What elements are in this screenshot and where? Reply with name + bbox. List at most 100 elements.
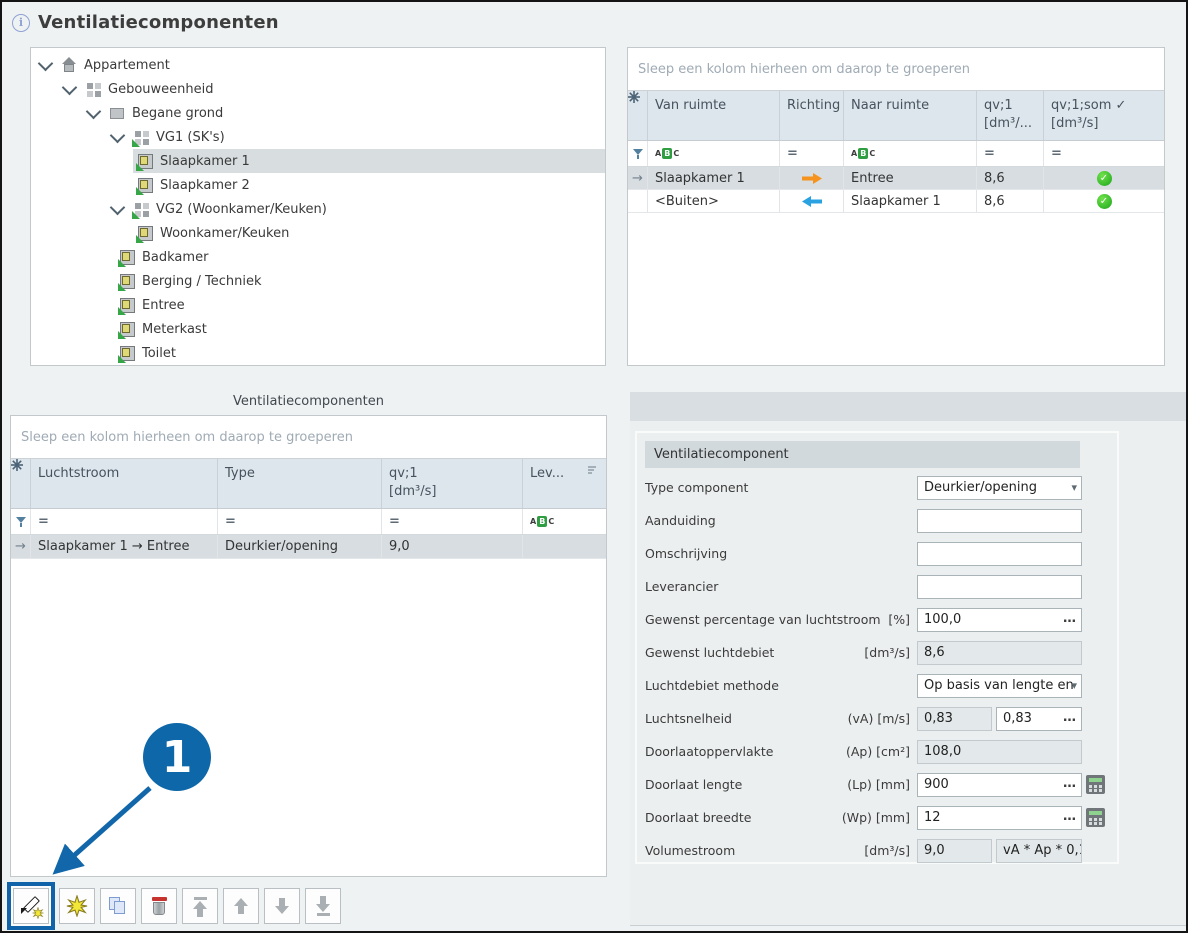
cell-leverancier <box>523 535 606 558</box>
room-icon <box>136 177 154 195</box>
tree-item-appartement[interactable]: Appartement <box>31 53 605 77</box>
copy-button[interactable] <box>100 888 136 924</box>
tree-item-slaapkamer-1[interactable]: Slaapkamer 1 <box>31 149 605 173</box>
column-header-richting[interactable]: Richting <box>780 91 844 140</box>
field-luchtdebiet-methode: Luchtdebiet methode Op basis van lengte … <box>645 672 1109 699</box>
cell-naar-ruimte: Slaapkamer 1 <box>844 190 977 212</box>
tree-item-vg2[interactable]: VG2 (Woonkamer/Keuken) <box>31 197 605 221</box>
doorlaat-breedte-input[interactable]: 12 … <box>917 805 1082 830</box>
chevron-down-icon[interactable] <box>85 103 102 119</box>
arrow-up-bar-icon <box>193 896 207 917</box>
tree-item-meterkast[interactable]: Meterkast <box>31 317 605 341</box>
chevron-down-icon: ▾ <box>1071 678 1077 692</box>
tree-item-vg1[interactable]: VG1 (SK's) <box>31 125 605 149</box>
volumestroom-value: 9,0 <box>917 838 992 863</box>
aanduiding-input[interactable] <box>917 508 1082 533</box>
room-icon <box>118 321 136 339</box>
luchtsnelheid-input[interactable]: 0,83 … <box>996 706 1082 731</box>
field-aanduiding: Aanduiding <box>645 507 1109 534</box>
ellipsis-button[interactable]: … <box>1063 610 1077 626</box>
tree-item-slaapkamer-2[interactable]: Slaapkamer 2 <box>31 173 605 197</box>
annotation-step-badge: 1 <box>143 723 211 791</box>
tree-item-label: Entree <box>142 297 185 313</box>
room-icon <box>118 297 136 315</box>
column-header-qv1-som[interactable]: qv;1;som ✓ [dm³/s] <box>1051 98 1127 131</box>
filter-qv1[interactable]: = <box>977 141 1044 166</box>
table-row[interactable]: → Slaapkamer 1 Entree 8,6 ✓ <box>628 167 1164 190</box>
chevron-down-icon: ▾ <box>1071 480 1077 494</box>
info-icon[interactable]: i <box>12 13 30 32</box>
new-component-button[interactable] <box>59 888 95 924</box>
room-icon <box>118 249 136 267</box>
group-by-hint[interactable]: Sleep een kolom hierheen om daarop te gr… <box>628 48 1164 91</box>
tree-item-toilet[interactable]: Toilet <box>31 341 605 365</box>
chevron-down-icon[interactable] <box>61 79 78 95</box>
cell-richting <box>780 190 844 212</box>
luchtdebiet-methode-select[interactable]: Op basis van lengte en ▾ <box>917 673 1082 698</box>
ellipsis-button[interactable]: … <box>1063 709 1077 725</box>
page-title: Ventilatiecomponenten <box>38 12 279 33</box>
chevron-down-icon[interactable] <box>109 127 126 143</box>
omschrijving-input[interactable] <box>917 541 1082 566</box>
move-down-button[interactable] <box>264 888 300 924</box>
delete-button[interactable] <box>141 888 177 924</box>
ellipsis-button[interactable]: … <box>1063 808 1077 824</box>
calculator-button[interactable] <box>1086 775 1105 794</box>
move-top-button[interactable] <box>182 888 218 924</box>
table-row[interactable]: <Buiten> Slaapkamer 1 8,6 ✓ <box>628 190 1164 213</box>
column-header-qv1[interactable]: qv;1 [dm³/s] <box>382 459 523 508</box>
tree-item-gebouweenheid[interactable]: Gebouweenheid <box>31 77 605 101</box>
edit-component-button[interactable] <box>13 888 49 924</box>
filter-icon[interactable] <box>11 509 31 534</box>
filter-qv1[interactable]: = <box>382 509 523 534</box>
filter-luchtstroom[interactable]: = <box>31 509 218 534</box>
doorlaat-lengte-input[interactable]: 900 … <box>917 772 1082 797</box>
select-all-corner[interactable] <box>11 459 31 508</box>
move-up-button[interactable] <box>223 888 259 924</box>
cell-luchtstroom: Slaapkamer 1 → Entree <box>31 535 218 558</box>
field-doorlaatoppervlakte: Doorlaatoppervlakte (Ap) [cm²] 108,0 <box>645 738 1109 765</box>
tree-item-berging-techniek[interactable]: Berging / Techniek <box>31 269 605 293</box>
leverancier-input[interactable] <box>917 574 1082 599</box>
filter-richting[interactable]: = <box>780 141 844 166</box>
select-all-corner[interactable] <box>628 91 648 140</box>
calculator-button[interactable] <box>1086 808 1105 827</box>
type-component-select[interactable]: Deurkier/opening ▾ <box>917 475 1082 500</box>
chevron-down-icon[interactable] <box>37 55 54 71</box>
column-header-type[interactable]: Type <box>218 459 382 508</box>
column-header-leverancier[interactable]: Lev... <box>523 459 606 508</box>
field-gewenst-luchtdebiet: Gewenst luchtdebiet [dm³/s] 8,6 <box>645 639 1109 666</box>
components-grid-title: Ventilatiecomponenten <box>233 394 384 409</box>
move-bottom-button[interactable] <box>305 888 341 924</box>
tree-item-woonkamer-keuken[interactable]: Woonkamer/Keuken <box>31 221 605 245</box>
table-row[interactable]: → Slaapkamer 1 → Entree Deurkier/opening… <box>11 535 606 559</box>
tree-item-entree[interactable]: Entree <box>31 293 605 317</box>
filter-type[interactable]: = <box>218 509 382 534</box>
star-icon <box>66 895 88 917</box>
chevron-down-icon[interactable] <box>109 199 126 215</box>
arrow-up-icon <box>234 898 248 914</box>
filter-qv1-som[interactable]: = <box>1051 146 1062 161</box>
group-by-hint[interactable]: Sleep een kolom hierheen om daarop te gr… <box>11 416 606 459</box>
column-header-naar-ruimte[interactable]: Naar ruimte <box>844 91 977 140</box>
tree-item-badkamer[interactable]: Badkamer <box>31 245 605 269</box>
field-gewenst-percentage: Gewenst percentage van luchtstroom [%] 1… <box>645 606 1109 633</box>
floor-icon <box>109 105 126 122</box>
filter-icon[interactable] <box>628 141 648 166</box>
cell-qv1: 8,6 <box>977 167 1044 189</box>
column-header-van-ruimte[interactable]: Van ruimte <box>648 91 780 140</box>
grid-header: Luchtstroom Type qv;1 [dm³/s] Lev... <box>11 459 606 509</box>
gewenst-percentage-input[interactable]: 100,0 … <box>917 607 1082 632</box>
field-doorlaat-lengte: Doorlaat lengte (Lp) [mm] 900 … <box>645 771 1109 798</box>
sort-icon <box>588 466 596 474</box>
column-header-qv1[interactable]: qv;1 [dm³/... <box>977 91 1044 140</box>
column-header-luchtstroom[interactable]: Luchtstroom <box>31 459 218 508</box>
annotation-arrow <box>52 786 152 875</box>
tree-item-begane-grond[interactable]: Begane grond <box>31 101 605 125</box>
ellipsis-button[interactable]: … <box>1063 775 1077 791</box>
